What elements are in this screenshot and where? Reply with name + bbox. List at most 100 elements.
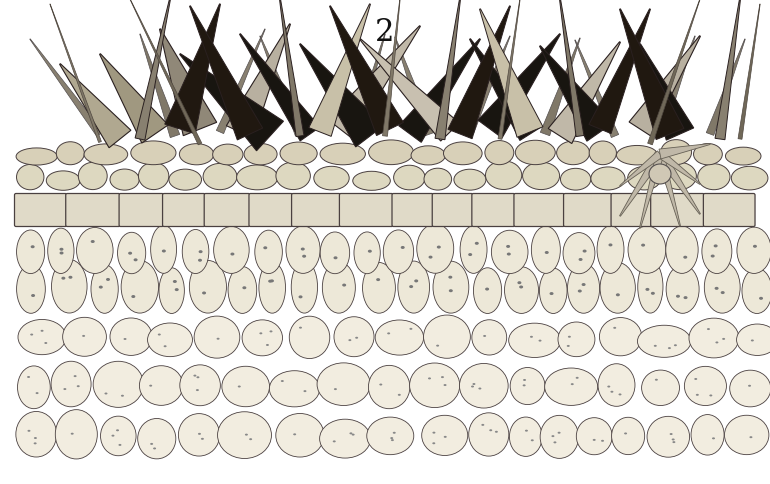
Ellipse shape — [417, 225, 454, 273]
Ellipse shape — [119, 444, 122, 446]
Ellipse shape — [77, 385, 80, 387]
Ellipse shape — [705, 262, 740, 314]
Ellipse shape — [320, 232, 350, 274]
FancyBboxPatch shape — [651, 194, 705, 227]
Ellipse shape — [628, 227, 666, 274]
Ellipse shape — [16, 411, 57, 457]
Ellipse shape — [540, 415, 578, 458]
Ellipse shape — [599, 318, 641, 356]
Ellipse shape — [110, 170, 139, 191]
Ellipse shape — [557, 432, 561, 434]
Polygon shape — [135, 0, 170, 141]
Ellipse shape — [478, 388, 481, 390]
Ellipse shape — [398, 261, 430, 314]
Ellipse shape — [293, 434, 296, 436]
Ellipse shape — [30, 334, 33, 336]
Ellipse shape — [263, 247, 267, 250]
Ellipse shape — [674, 345, 677, 347]
Ellipse shape — [441, 377, 444, 378]
Polygon shape — [574, 41, 618, 138]
Ellipse shape — [671, 439, 675, 440]
Ellipse shape — [118, 233, 146, 274]
Ellipse shape — [683, 256, 688, 259]
Ellipse shape — [695, 378, 698, 380]
Ellipse shape — [638, 261, 663, 314]
Ellipse shape — [666, 227, 698, 274]
Ellipse shape — [601, 440, 604, 442]
Ellipse shape — [651, 292, 654, 295]
Ellipse shape — [84, 145, 128, 166]
Ellipse shape — [544, 252, 549, 255]
Ellipse shape — [105, 393, 108, 394]
Ellipse shape — [523, 379, 526, 381]
FancyBboxPatch shape — [162, 194, 205, 227]
Ellipse shape — [281, 380, 284, 382]
Ellipse shape — [474, 268, 502, 314]
Ellipse shape — [216, 338, 219, 340]
Ellipse shape — [691, 415, 724, 455]
Ellipse shape — [725, 148, 761, 166]
Ellipse shape — [34, 437, 37, 439]
Ellipse shape — [654, 379, 658, 381]
Ellipse shape — [444, 384, 447, 386]
Ellipse shape — [266, 344, 269, 346]
Ellipse shape — [128, 252, 132, 255]
Ellipse shape — [387, 333, 390, 335]
Ellipse shape — [276, 414, 324, 457]
Ellipse shape — [551, 435, 554, 437]
Ellipse shape — [259, 263, 286, 314]
Ellipse shape — [131, 142, 176, 166]
Ellipse shape — [759, 297, 763, 300]
Ellipse shape — [525, 430, 528, 432]
Polygon shape — [589, 10, 651, 135]
Ellipse shape — [617, 146, 658, 166]
Ellipse shape — [714, 245, 718, 248]
Ellipse shape — [481, 424, 484, 426]
Polygon shape — [189, 7, 263, 141]
FancyBboxPatch shape — [611, 194, 651, 227]
Ellipse shape — [460, 363, 508, 408]
Polygon shape — [738, 5, 760, 140]
Ellipse shape — [511, 368, 545, 405]
Ellipse shape — [52, 260, 87, 313]
Ellipse shape — [280, 143, 317, 166]
Ellipse shape — [563, 233, 595, 274]
Ellipse shape — [422, 415, 467, 455]
Ellipse shape — [18, 320, 66, 355]
Ellipse shape — [213, 227, 249, 274]
Ellipse shape — [158, 334, 161, 336]
Polygon shape — [280, 0, 304, 137]
Ellipse shape — [48, 228, 74, 274]
Ellipse shape — [76, 228, 113, 274]
FancyBboxPatch shape — [432, 194, 473, 227]
Ellipse shape — [303, 390, 306, 393]
Ellipse shape — [670, 433, 673, 435]
Ellipse shape — [598, 364, 635, 407]
Ellipse shape — [725, 415, 769, 454]
Ellipse shape — [106, 278, 110, 281]
Ellipse shape — [376, 278, 380, 282]
Polygon shape — [435, 0, 460, 140]
Ellipse shape — [751, 340, 754, 342]
Ellipse shape — [301, 248, 305, 251]
Ellipse shape — [737, 227, 770, 274]
Polygon shape — [259, 37, 305, 136]
Ellipse shape — [400, 246, 405, 249]
Ellipse shape — [597, 226, 624, 274]
Ellipse shape — [712, 438, 715, 439]
Ellipse shape — [538, 340, 541, 342]
Ellipse shape — [436, 345, 439, 347]
Ellipse shape — [495, 431, 498, 433]
Polygon shape — [226, 25, 290, 139]
Polygon shape — [360, 40, 460, 142]
Polygon shape — [659, 144, 710, 160]
Ellipse shape — [424, 169, 451, 191]
Polygon shape — [548, 43, 621, 144]
Polygon shape — [239, 35, 320, 142]
Ellipse shape — [16, 149, 57, 166]
Ellipse shape — [649, 165, 671, 184]
Ellipse shape — [483, 335, 486, 337]
Ellipse shape — [628, 167, 661, 191]
Ellipse shape — [540, 269, 567, 314]
Ellipse shape — [554, 441, 557, 443]
